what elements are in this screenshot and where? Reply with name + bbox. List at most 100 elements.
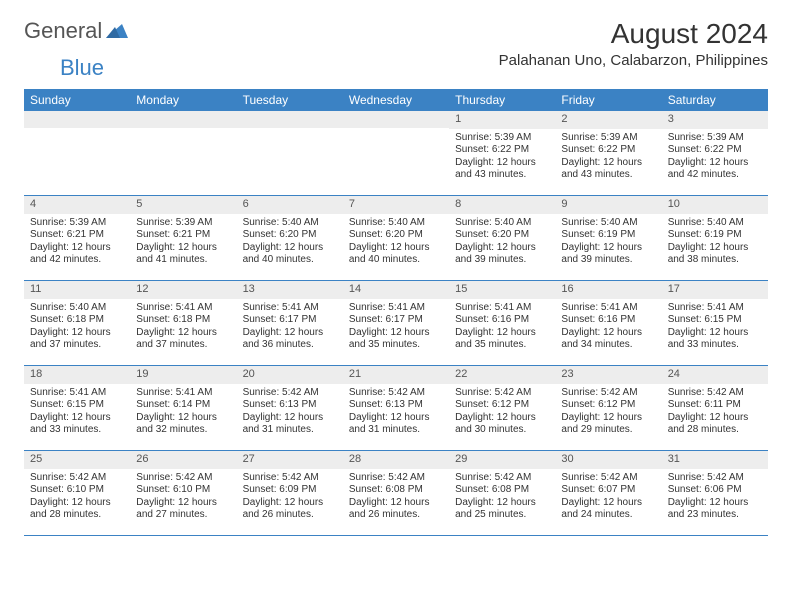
- sunset-line: Sunset: 6:13 PM: [349, 399, 443, 412]
- day-content: Sunrise: 5:40 AMSunset: 6:18 PMDaylight:…: [24, 299, 130, 356]
- weekday-header-cell: Thursday: [449, 89, 555, 111]
- day-content: Sunrise: 5:42 AMSunset: 6:13 PMDaylight:…: [343, 384, 449, 441]
- location-subtitle: Palahanan Uno, Calabarzon, Philippines: [499, 52, 768, 69]
- day-cell: 4Sunrise: 5:39 AMSunset: 6:21 PMDaylight…: [24, 196, 130, 280]
- day-content: Sunrise: 5:42 AMSunset: 6:12 PMDaylight:…: [449, 384, 555, 441]
- sunrise-line: Sunrise: 5:42 AM: [243, 472, 337, 485]
- day-content: Sunrise: 5:42 AMSunset: 6:09 PMDaylight:…: [237, 469, 343, 526]
- day-cell: 8Sunrise: 5:40 AMSunset: 6:20 PMDaylight…: [449, 196, 555, 280]
- daylight-line: Daylight: 12 hours and 23 minutes.: [668, 497, 762, 522]
- weekday-header-cell: Sunday: [24, 89, 130, 111]
- day-content: Sunrise: 5:40 AMSunset: 6:19 PMDaylight:…: [555, 214, 661, 271]
- day-number: [237, 111, 343, 128]
- daylight-line: Daylight: 12 hours and 30 minutes.: [455, 412, 549, 437]
- sunrise-line: Sunrise: 5:42 AM: [455, 387, 549, 400]
- sunset-line: Sunset: 6:09 PM: [243, 484, 337, 497]
- sunset-line: Sunset: 6:21 PM: [136, 229, 230, 242]
- day-cell: 7Sunrise: 5:40 AMSunset: 6:20 PMDaylight…: [343, 196, 449, 280]
- day-cell: 28Sunrise: 5:42 AMSunset: 6:08 PMDayligh…: [343, 451, 449, 535]
- week-row: 4Sunrise: 5:39 AMSunset: 6:21 PMDaylight…: [24, 196, 768, 281]
- sunset-line: Sunset: 6:10 PM: [30, 484, 124, 497]
- sunrise-line: Sunrise: 5:42 AM: [30, 472, 124, 485]
- daylight-line: Daylight: 12 hours and 26 minutes.: [349, 497, 443, 522]
- day-number: 2: [555, 111, 661, 129]
- daylight-line: Daylight: 12 hours and 41 minutes.: [136, 242, 230, 267]
- week-row: 18Sunrise: 5:41 AMSunset: 6:15 PMDayligh…: [24, 366, 768, 451]
- logo-triangle-icon: [106, 20, 128, 43]
- sunset-line: Sunset: 6:17 PM: [243, 314, 337, 327]
- day-number: 30: [555, 451, 661, 469]
- day-number: 21: [343, 366, 449, 384]
- day-number: 9: [555, 196, 661, 214]
- day-number: 3: [662, 111, 768, 129]
- sunset-line: Sunset: 6:17 PM: [349, 314, 443, 327]
- day-number: 23: [555, 366, 661, 384]
- sunset-line: Sunset: 6:16 PM: [455, 314, 549, 327]
- day-cell: 13Sunrise: 5:41 AMSunset: 6:17 PMDayligh…: [237, 281, 343, 365]
- day-cell: 20Sunrise: 5:42 AMSunset: 6:13 PMDayligh…: [237, 366, 343, 450]
- day-cell: 10Sunrise: 5:40 AMSunset: 6:19 PMDayligh…: [662, 196, 768, 280]
- sunrise-line: Sunrise: 5:39 AM: [561, 132, 655, 145]
- day-number: 6: [237, 196, 343, 214]
- sunset-line: Sunset: 6:18 PM: [136, 314, 230, 327]
- sunrise-line: Sunrise: 5:42 AM: [349, 387, 443, 400]
- daylight-line: Daylight: 12 hours and 40 minutes.: [243, 242, 337, 267]
- daylight-line: Daylight: 12 hours and 33 minutes.: [668, 327, 762, 352]
- day-content: Sunrise: 5:40 AMSunset: 6:20 PMDaylight:…: [237, 214, 343, 271]
- day-number: 31: [662, 451, 768, 469]
- day-content: Sunrise: 5:42 AMSunset: 6:11 PMDaylight:…: [662, 384, 768, 441]
- sunset-line: Sunset: 6:18 PM: [30, 314, 124, 327]
- week-row: 25Sunrise: 5:42 AMSunset: 6:10 PMDayligh…: [24, 451, 768, 536]
- weekday-header-row: SundayMondayTuesdayWednesdayThursdayFrid…: [24, 89, 768, 111]
- logo-text-blue: Blue: [60, 55, 104, 80]
- calendar-page: General August 2024 Palahanan Uno, Calab…: [0, 0, 792, 554]
- daylight-line: Daylight: 12 hours and 39 minutes.: [455, 242, 549, 267]
- day-cell: 27Sunrise: 5:42 AMSunset: 6:09 PMDayligh…: [237, 451, 343, 535]
- day-cell: 26Sunrise: 5:42 AMSunset: 6:10 PMDayligh…: [130, 451, 236, 535]
- day-content: Sunrise: 5:42 AMSunset: 6:06 PMDaylight:…: [662, 469, 768, 526]
- daylight-line: Daylight: 12 hours and 43 minutes.: [455, 157, 549, 182]
- day-cell: 24Sunrise: 5:42 AMSunset: 6:11 PMDayligh…: [662, 366, 768, 450]
- sunset-line: Sunset: 6:20 PM: [455, 229, 549, 242]
- day-number: 12: [130, 281, 236, 299]
- day-number: 19: [130, 366, 236, 384]
- sunrise-line: Sunrise: 5:39 AM: [455, 132, 549, 145]
- daylight-line: Daylight: 12 hours and 39 minutes.: [561, 242, 655, 267]
- sunrise-line: Sunrise: 5:42 AM: [455, 472, 549, 485]
- daylight-line: Daylight: 12 hours and 43 minutes.: [561, 157, 655, 182]
- day-number: 4: [24, 196, 130, 214]
- day-content: Sunrise: 5:40 AMSunset: 6:20 PMDaylight:…: [343, 214, 449, 271]
- sunset-line: Sunset: 6:13 PM: [243, 399, 337, 412]
- daylight-line: Daylight: 12 hours and 28 minutes.: [30, 497, 124, 522]
- day-content: Sunrise: 5:41 AMSunset: 6:16 PMDaylight:…: [555, 299, 661, 356]
- logo: General: [24, 18, 130, 44]
- day-content: Sunrise: 5:42 AMSunset: 6:08 PMDaylight:…: [449, 469, 555, 526]
- logo-text-general: General: [24, 18, 102, 44]
- day-number: 25: [24, 451, 130, 469]
- sunset-line: Sunset: 6:14 PM: [136, 399, 230, 412]
- day-cell: 21Sunrise: 5:42 AMSunset: 6:13 PMDayligh…: [343, 366, 449, 450]
- day-content: Sunrise: 5:39 AMSunset: 6:22 PMDaylight:…: [662, 129, 768, 186]
- day-number: 17: [662, 281, 768, 299]
- sunrise-line: Sunrise: 5:40 AM: [30, 302, 124, 315]
- day-cell: 9Sunrise: 5:40 AMSunset: 6:19 PMDaylight…: [555, 196, 661, 280]
- daylight-line: Daylight: 12 hours and 34 minutes.: [561, 327, 655, 352]
- day-content: Sunrise: 5:41 AMSunset: 6:15 PMDaylight:…: [24, 384, 130, 441]
- daylight-line: Daylight: 12 hours and 37 minutes.: [30, 327, 124, 352]
- day-cell: 11Sunrise: 5:40 AMSunset: 6:18 PMDayligh…: [24, 281, 130, 365]
- day-cell: [237, 111, 343, 195]
- sunset-line: Sunset: 6:20 PM: [349, 229, 443, 242]
- day-number: 26: [130, 451, 236, 469]
- sunset-line: Sunset: 6:12 PM: [561, 399, 655, 412]
- day-number: 24: [662, 366, 768, 384]
- sunrise-line: Sunrise: 5:42 AM: [668, 387, 762, 400]
- day-content: Sunrise: 5:42 AMSunset: 6:08 PMDaylight:…: [343, 469, 449, 526]
- sunrise-line: Sunrise: 5:40 AM: [668, 217, 762, 230]
- daylight-line: Daylight: 12 hours and 35 minutes.: [455, 327, 549, 352]
- day-content: Sunrise: 5:42 AMSunset: 6:10 PMDaylight:…: [24, 469, 130, 526]
- daylight-line: Daylight: 12 hours and 28 minutes.: [668, 412, 762, 437]
- weekday-header-cell: Tuesday: [237, 89, 343, 111]
- title-block: August 2024 Palahanan Uno, Calabarzon, P…: [499, 18, 768, 69]
- sunrise-line: Sunrise: 5:41 AM: [668, 302, 762, 315]
- day-content: Sunrise: 5:39 AMSunset: 6:21 PMDaylight:…: [130, 214, 236, 271]
